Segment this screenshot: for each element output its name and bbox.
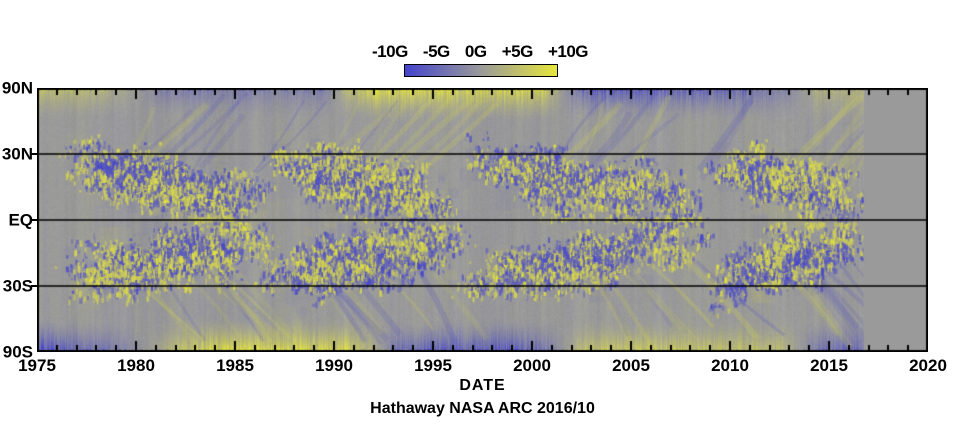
y-axis-label: 90S — [2, 342, 33, 362]
colorbar-label: 0G — [464, 42, 487, 61]
colorbar-labels: -10G -5G 0G +5G +10G — [372, 42, 589, 62]
y-axis-tick — [31, 219, 37, 221]
x-axis-label: 1995 — [414, 356, 452, 375]
y-axis-tick — [31, 285, 37, 287]
x-axis-label: 1980 — [117, 356, 155, 375]
x-axis-label: 1985 — [216, 356, 254, 375]
x-axis-label: 1990 — [315, 356, 353, 375]
x-axis-label: 2020 — [909, 356, 947, 375]
y-axis-label: EQ — [8, 210, 33, 230]
y-axis-tick — [31, 153, 37, 155]
colorbar-label: -5G — [422, 42, 450, 61]
magnetic-butterfly-heatmap — [37, 88, 928, 352]
y-axis-label: 30S — [2, 276, 33, 296]
x-axis-label: 2005 — [612, 356, 650, 375]
x-axis-label: 2000 — [513, 356, 551, 375]
x-axis-label: 1975 — [18, 356, 56, 375]
x-axis-label: 2015 — [810, 356, 848, 375]
x-axis-label: 2010 — [711, 356, 749, 375]
colorbar-gradient — [404, 64, 558, 77]
colorbar-label: +5G — [501, 42, 534, 61]
figure-caption: Hathaway NASA ARC 2016/10 — [370, 400, 595, 417]
colorbar-label: -10G — [372, 42, 408, 61]
y-axis-label: 90N — [1, 78, 33, 98]
y-axis-label: 30N — [1, 144, 33, 164]
x-axis-title: DATE — [459, 377, 506, 394]
colorbar-label: +10G — [547, 42, 589, 61]
